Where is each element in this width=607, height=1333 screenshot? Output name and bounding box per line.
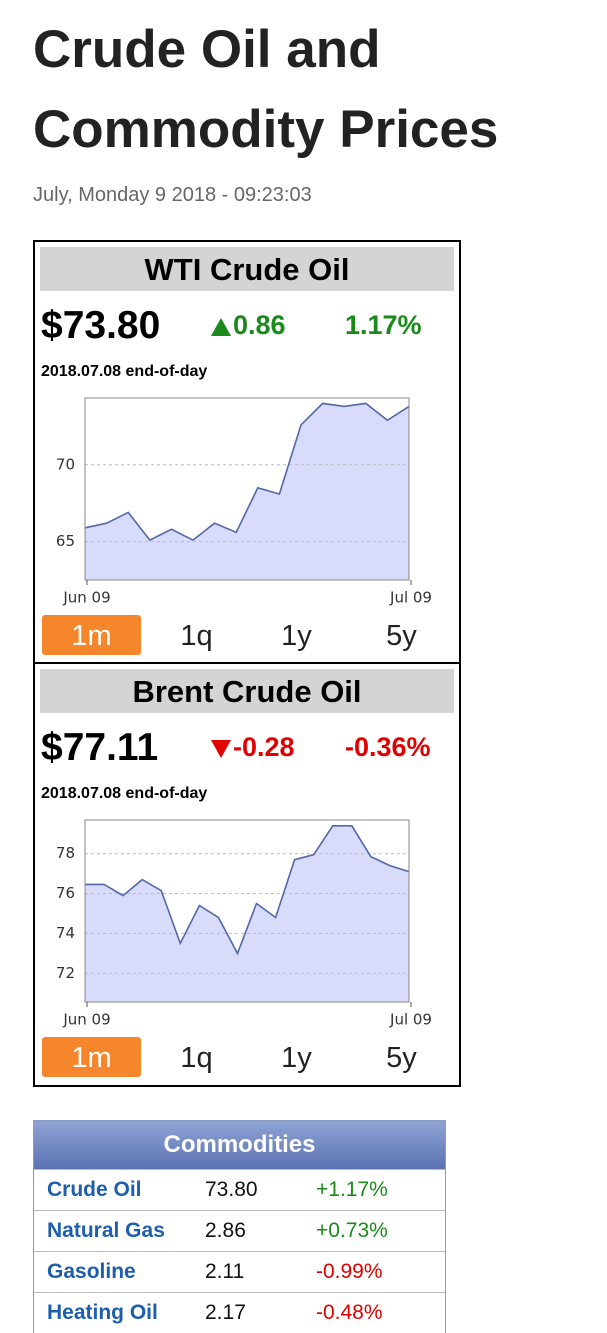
y-tick-label: 65	[56, 532, 75, 550]
price-widget: WTI Crude Oil $73.80 0.86 1.17% 2018.07.08 e…	[33, 240, 461, 665]
change: -0.28	[233, 732, 295, 762]
commodity-change: -0.48%	[316, 1301, 383, 1324]
y-tick-label: 76	[56, 884, 75, 902]
commodity-change: -0.99%	[316, 1260, 383, 1283]
change-arrow	[211, 318, 231, 336]
commodity-change: +0.73%	[316, 1219, 388, 1242]
price-chart: 65 70 Jun 09 Jul 09	[56, 397, 432, 607]
price-area	[85, 403, 409, 580]
commodity-price: 2.17	[205, 1301, 246, 1324]
page-title: Crude Oil and Commodity Prices	[33, 20, 499, 159]
price-line	[85, 825, 410, 956]
price-widget: Brent Crude Oil $77.11 -0.28 -0.36% 2018.07.…	[33, 662, 461, 1087]
range-button[interactable]: 1m	[42, 1037, 141, 1077]
range-button[interactable]: 1q	[180, 1042, 213, 1074]
table-row: Crude Oil 73.80 +1.17%	[34, 1169, 445, 1210]
range-button[interactable]: 5y	[386, 1042, 417, 1074]
arrow	[211, 740, 231, 758]
date: July, Monday 9 2018 - 09:23:03	[33, 184, 312, 206]
range-button[interactable]: 5y	[386, 620, 417, 652]
plot-border	[84, 397, 410, 581]
x-tick-label: Jul 09	[389, 589, 432, 607]
change-percent: -0.36%	[345, 732, 431, 762]
y-tick-label: 74	[56, 924, 75, 942]
x-tick-label: Jun 09	[62, 589, 110, 607]
price: $73.80	[41, 304, 161, 347]
range-button[interactable]: 1y	[281, 620, 312, 652]
commodity-name[interactable]: Gasoline	[47, 1260, 136, 1283]
as-of-date: 2018.07.08 end-of-day	[41, 785, 208, 802]
change-percent: 1.17%	[345, 310, 422, 340]
commodities-table: Commodities Crude Oil 73.80 +1.17% Natural …	[33, 1120, 446, 1333]
commodity-name[interactable]: Natural Gas	[47, 1219, 165, 1242]
y-tick-label: 72	[56, 964, 75, 982]
price: $77.11	[41, 726, 159, 769]
commodity-change: +1.17%	[316, 1178, 388, 1201]
x-tick-label: Jun 09	[62, 1011, 110, 1029]
commodity-price: 2.11	[205, 1260, 245, 1283]
widget-title: Brent Crude Oil	[40, 669, 454, 713]
price-area	[85, 825, 409, 1002]
commodity-price: 2.86	[205, 1219, 246, 1242]
table-row: Natural Gas 2.86 +0.73%	[34, 1210, 445, 1251]
range-button[interactable]: 1q	[180, 620, 213, 652]
y-tick-label: 78	[56, 844, 75, 862]
commodity-price: 73.80	[205, 1178, 258, 1201]
x-tick-label: Jul 09	[389, 1011, 432, 1029]
change-arrow	[211, 740, 231, 758]
widget-title: WTI Crude Oil	[40, 247, 454, 291]
arrow	[211, 318, 231, 336]
as-of-date: 2018.07.08 end-of-day	[41, 363, 208, 380]
price-chart: 72 74 76 78 Jun 09 Jul 09	[56, 819, 432, 1029]
table-row: Gasoline 2.11 -0.99%	[34, 1251, 445, 1292]
y-tick-label: 70	[56, 455, 75, 473]
table-row: Heating Oil 2.17 -0.48%	[34, 1292, 445, 1333]
change: 0.86	[233, 310, 286, 340]
range-button[interactable]: 1y	[281, 1042, 312, 1074]
plot-border	[84, 819, 410, 1003]
range-button[interactable]: 1m	[42, 615, 141, 655]
commodity-name[interactable]: Crude Oil	[47, 1178, 142, 1201]
table-title: Commodities	[34, 1121, 445, 1169]
price-line	[84, 402, 410, 542]
commodity-name[interactable]: Heating Oil	[47, 1301, 158, 1324]
